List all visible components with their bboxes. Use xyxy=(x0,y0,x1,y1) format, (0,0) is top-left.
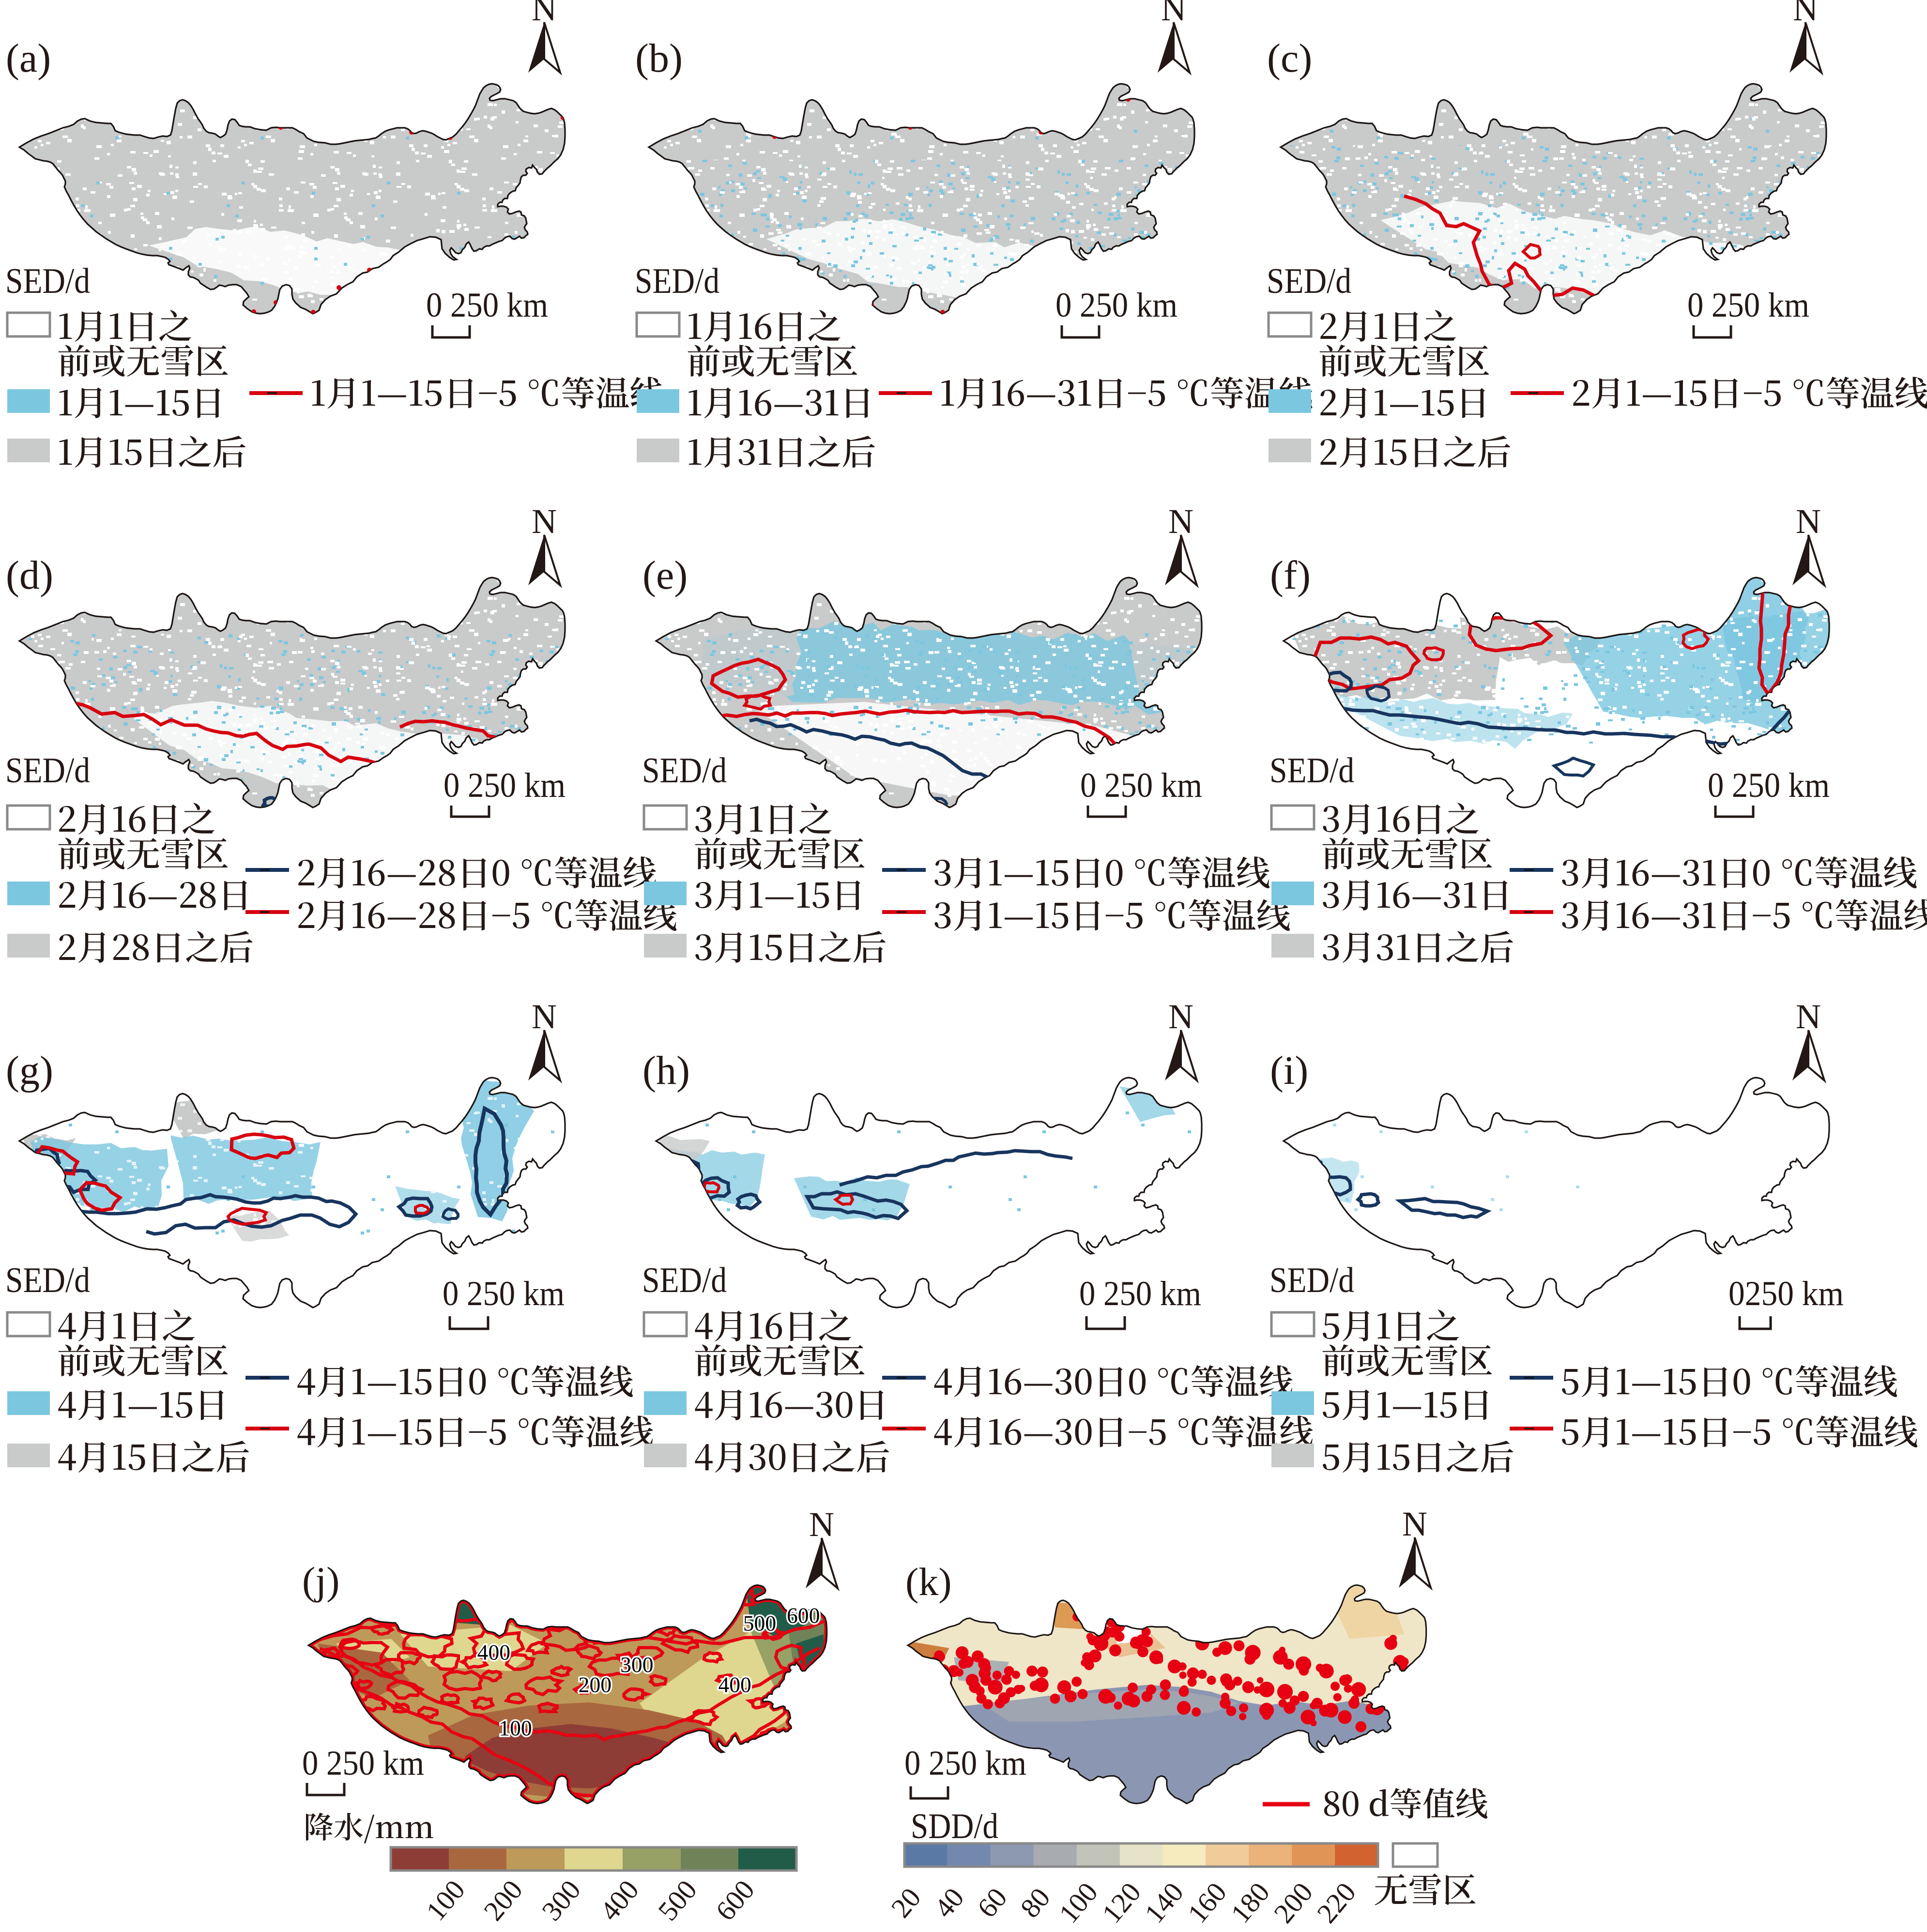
svg-text:(a): (a) xyxy=(6,36,51,81)
svg-text:120: 120 xyxy=(1096,1876,1147,1929)
svg-text:SDD/d: SDD/d xyxy=(911,1807,998,1846)
svg-text:0 250 km: 0 250 km xyxy=(1079,1274,1201,1313)
svg-text:180: 180 xyxy=(1224,1876,1276,1929)
svg-text:20: 20 xyxy=(885,1882,927,1923)
svg-text:220: 220 xyxy=(1311,1876,1362,1929)
svg-text:200: 200 xyxy=(1268,1876,1319,1929)
svg-text:160: 160 xyxy=(1181,1876,1233,1929)
svg-text:SED/d: SED/d xyxy=(642,751,727,791)
svg-text:(i): (i) xyxy=(1270,1048,1308,1093)
svg-text:0 250 km: 0 250 km xyxy=(426,286,548,324)
svg-text:0 250 km: 0 250 km xyxy=(1055,286,1178,324)
svg-text:80: 80 xyxy=(1014,1882,1056,1923)
svg-text:SED/d: SED/d xyxy=(5,1261,90,1300)
svg-text:0 250 km: 0 250 km xyxy=(1080,766,1202,805)
svg-text:140: 140 xyxy=(1138,1876,1190,1929)
svg-text:(h): (h) xyxy=(642,1048,690,1093)
svg-text:(b): (b) xyxy=(635,36,683,81)
svg-text:0 250 km: 0 250 km xyxy=(302,1744,424,1782)
svg-text:200: 200 xyxy=(579,1673,612,1697)
svg-text:100: 100 xyxy=(499,1716,532,1740)
svg-text:0 250 km: 0 250 km xyxy=(444,766,566,805)
svg-text:N: N xyxy=(1402,1505,1427,1543)
svg-text:0 250 km: 0 250 km xyxy=(1708,766,1830,805)
svg-text:(c): (c) xyxy=(1267,36,1312,81)
svg-text:SED/d: SED/d xyxy=(1269,1261,1354,1300)
svg-text:SED/d: SED/d xyxy=(635,261,719,301)
svg-text:400: 400 xyxy=(477,1640,510,1664)
svg-text:SED/d: SED/d xyxy=(642,1261,727,1300)
svg-text:SED/d: SED/d xyxy=(5,751,90,791)
svg-text:(k): (k) xyxy=(905,1560,952,1604)
svg-text:100: 100 xyxy=(1053,1876,1104,1929)
svg-text:(f): (f) xyxy=(1270,553,1311,598)
svg-text:600: 600 xyxy=(709,1874,761,1926)
svg-text:SED/d: SED/d xyxy=(1267,261,1351,301)
svg-text:400: 400 xyxy=(594,1874,645,1926)
svg-text:0 250 km: 0 250 km xyxy=(904,1744,1026,1782)
svg-text:SED/d: SED/d xyxy=(1269,751,1354,791)
svg-text:300: 300 xyxy=(535,1874,587,1926)
svg-text:(e): (e) xyxy=(642,553,688,598)
svg-text:0 250 km: 0 250 km xyxy=(1687,286,1809,324)
svg-text:600: 600 xyxy=(787,1603,820,1628)
svg-text:100: 100 xyxy=(420,1874,471,1926)
svg-text:SED/d: SED/d xyxy=(5,261,90,301)
svg-text:0 250 km: 0 250 km xyxy=(443,1274,565,1313)
svg-text:400: 400 xyxy=(718,1673,751,1697)
svg-text:N: N xyxy=(809,1505,834,1544)
svg-text:300: 300 xyxy=(620,1652,653,1677)
svg-text:(d): (d) xyxy=(6,553,53,598)
svg-text:500: 500 xyxy=(652,1874,703,1926)
svg-text:0250 km: 0250 km xyxy=(1728,1274,1844,1313)
svg-text:(j): (j) xyxy=(302,1559,339,1603)
svg-text:60: 60 xyxy=(971,1882,1013,1923)
svg-text:(g): (g) xyxy=(6,1048,53,1093)
svg-text:500: 500 xyxy=(743,1611,776,1635)
svg-text:200: 200 xyxy=(477,1874,529,1926)
svg-text:40: 40 xyxy=(928,1882,970,1923)
